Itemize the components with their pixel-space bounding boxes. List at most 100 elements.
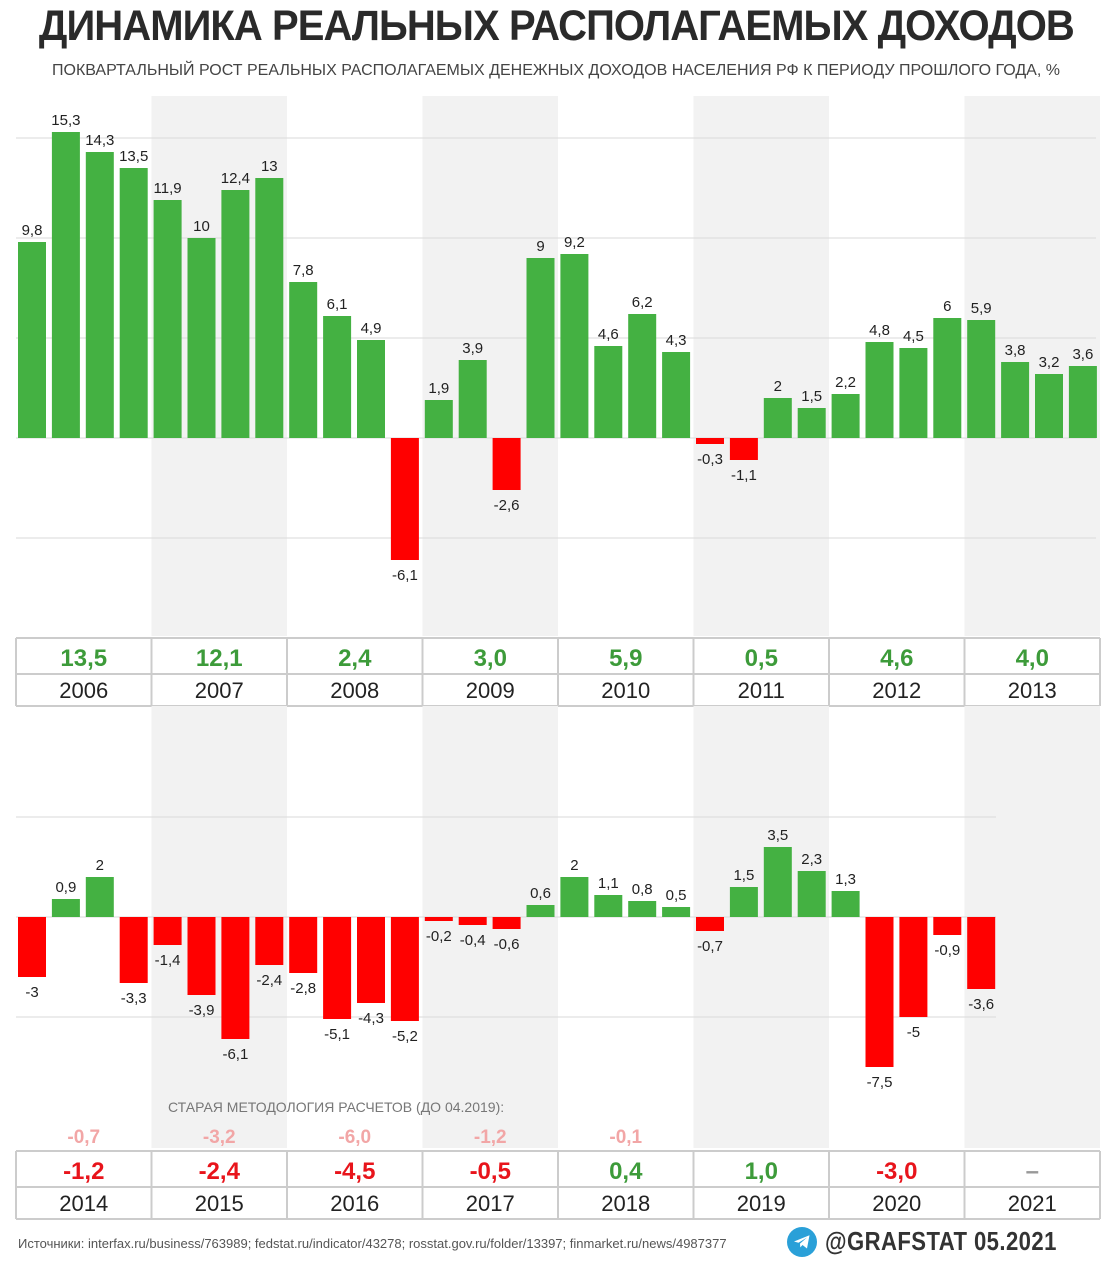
bottom-bar-label: 2 [570, 857, 578, 874]
top-bar-label: 11,9 [154, 180, 182, 197]
top-annual-value: 4,6 [880, 645, 913, 672]
top-bar [424, 400, 453, 438]
top-bar [797, 408, 826, 438]
top-bar-label: 13 [261, 158, 278, 175]
bottom-bar-label: -5,1 [324, 1026, 350, 1043]
page-title: ДИНАМИКА РЕАЛЬНЫХ РАСПОЛАГАЕМЫХ ДОХОДОВ [38, 2, 1075, 50]
top-bar-label: -2,6 [494, 497, 520, 514]
old-method-value: -1,2 [474, 1127, 507, 1148]
top-bar [153, 200, 182, 438]
top-annual-value: 13,5 [60, 645, 107, 672]
bottom-bar-label: -1,4 [155, 952, 181, 969]
bottom-bar-label: -5,2 [392, 1028, 418, 1045]
telegram-plane-glyph [794, 1234, 810, 1248]
top-bar [357, 340, 385, 438]
top-bar-label: 4,8 [869, 322, 890, 339]
top-bar [662, 352, 691, 438]
top-year-label: 2008 [330, 678, 379, 703]
top-bar [1035, 374, 1063, 438]
bottom-bar-label: -2,8 [290, 980, 316, 997]
top-bar-label: 9 [536, 238, 544, 255]
top-year-band [693, 96, 829, 636]
top-bar [18, 242, 46, 438]
top-bar [933, 318, 962, 438]
bottom-year-label: 2021 [1008, 1191, 1057, 1216]
top-annual-value: 3,0 [474, 645, 507, 672]
top-bar [560, 254, 589, 438]
bottom-bar [831, 891, 860, 917]
top-bar-label: 4,5 [903, 328, 924, 345]
top-bar-label: 1,9 [428, 380, 449, 397]
top-bar-label: 14,3 [85, 132, 114, 149]
sources-text: Источники: interfax.ru/business/763989; … [18, 1236, 727, 1251]
bottom-bar-label: -7,5 [867, 1074, 893, 1091]
top-bar [763, 398, 792, 438]
bottom-bar [221, 917, 250, 1039]
bottom-bar-label: -2,4 [256, 972, 282, 989]
bottom-bar [662, 907, 691, 917]
bottom-bar-label: -0,4 [460, 932, 486, 949]
bottom-bar [357, 917, 385, 1003]
bottom-bar [18, 917, 46, 977]
old-method-value: -0,1 [609, 1127, 642, 1148]
brand[interactable]: @GRAFSTAT 05.2021 [787, 1226, 1098, 1257]
top-bar-label: 3,6 [1072, 346, 1093, 363]
top-bar-label: 6 [943, 298, 951, 315]
top-bar [696, 438, 724, 444]
bottom-bar [153, 917, 182, 945]
bottom-annual-value: 1,0 [745, 1158, 778, 1185]
top-bar-label: -1,1 [731, 467, 757, 484]
top-bar-label: 3,9 [462, 340, 483, 357]
bottom-bar-label: -0,2 [426, 928, 452, 945]
top-bar-label: 7,8 [293, 262, 314, 279]
top-year-label: 2013 [1008, 678, 1057, 703]
top-bar [729, 438, 758, 460]
bottom-year-label: 2018 [601, 1191, 650, 1216]
top-bar-label: 9,2 [564, 234, 585, 251]
bottom-bar [390, 917, 419, 1021]
bottom-bar [865, 917, 894, 1067]
top-bar [390, 438, 419, 560]
top-year-label: 2006 [59, 678, 108, 703]
bottom-bar [696, 917, 724, 931]
top-bar-label: 15,3 [51, 112, 80, 129]
top-bar [594, 346, 623, 438]
top-bar [119, 168, 148, 438]
bottom-annual-value: -0,5 [470, 1158, 511, 1185]
bottom-bar [492, 917, 521, 929]
top-bar [221, 190, 250, 438]
top-annual-value: 2,4 [338, 645, 372, 672]
bottom-annual-value: 0,4 [609, 1158, 643, 1185]
bottom-year-label: 2020 [872, 1191, 921, 1216]
top-bar [967, 320, 996, 438]
bottom-bar-label: -6,1 [222, 1046, 248, 1063]
top-annual-value: 4,0 [1016, 645, 1049, 672]
top-bar-label: 12,4 [221, 170, 250, 187]
bottom-bar [967, 917, 996, 989]
top-bar-label: 10 [193, 218, 210, 235]
top-bar-label: 3,2 [1039, 354, 1060, 371]
bottom-annual-value: – [1026, 1158, 1039, 1185]
top-bar-label: 6,1 [327, 296, 348, 313]
bottom-bar-label: -0,9 [934, 942, 960, 959]
bottom-bar-label: 1,3 [835, 871, 856, 888]
bottom-bar-label: 0,9 [55, 879, 76, 896]
bottom-bar-label: -3 [25, 984, 38, 1001]
top-bar [492, 438, 521, 490]
bottom-bar [526, 905, 555, 917]
top-annual-value: 12,1 [196, 645, 243, 672]
top-bar [865, 342, 894, 438]
bottom-year-label: 2019 [737, 1191, 786, 1216]
top-bar-label: 4,9 [361, 320, 382, 337]
bottom-annual-value: -4,5 [334, 1158, 375, 1185]
top-bar [323, 316, 352, 438]
top-bar-label: 13,5 [119, 148, 148, 165]
bottom-year-band [422, 706, 558, 1148]
bottom-bar [119, 917, 148, 983]
bottom-bar [763, 847, 792, 917]
bottom-bar-label: 1,1 [598, 875, 619, 892]
page-subtitle: ПОКВАРТАЛЬНЫЙ РОСТ РЕАЛЬНЫХ РАСПОЛАГАЕМЫ… [52, 62, 1060, 79]
top-annual-value: 0,5 [745, 645, 778, 672]
bottom-bar-label: -3,3 [121, 990, 147, 1007]
telegram-icon[interactable] [787, 1226, 818, 1257]
